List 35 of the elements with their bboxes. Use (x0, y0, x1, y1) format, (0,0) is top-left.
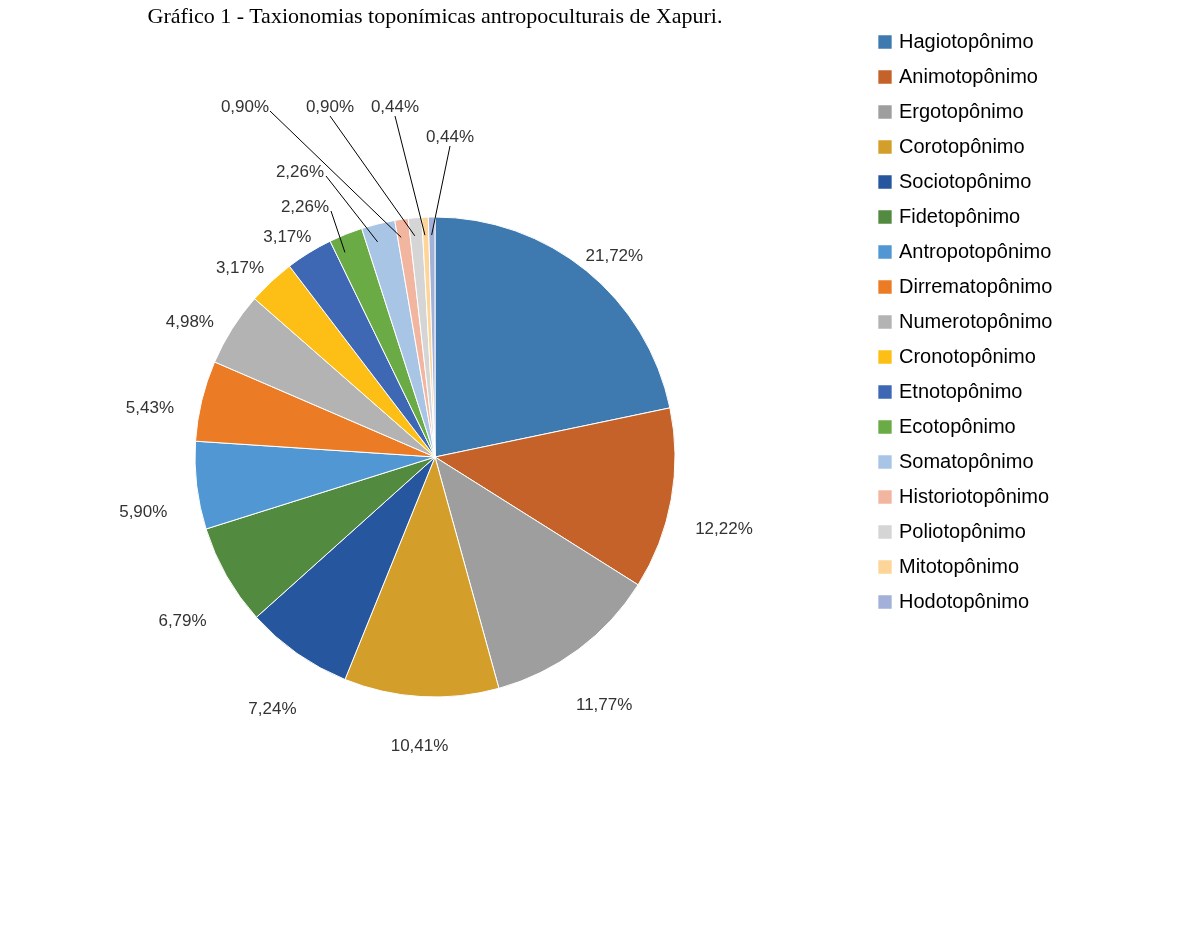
data-label: 3,17% (263, 227, 312, 247)
data-label: 2,26% (275, 162, 325, 181)
legend-label: Historiotopônimo (899, 485, 1050, 507)
data-label: 5,43% (125, 398, 174, 418)
data-label: 10,41% (390, 736, 449, 756)
data-label: 0,44% (370, 97, 420, 116)
chart-title: Gráfico 1 - Taxionomias toponímicas antropoculturais de Xapuri. (147, 3, 723, 28)
legend-label: Corotopônimo (899, 135, 1025, 157)
data-label: 5,90% (119, 501, 168, 521)
legend-label: Animotopônimo (899, 65, 1038, 87)
legend-label: Cronotopônimo (899, 345, 1036, 367)
data-label: 7,24% (248, 698, 297, 718)
legend-label: Dirrematopônimo (899, 275, 1053, 297)
legend-label: Poliotopônimo (899, 520, 1026, 542)
data-label: 6,79% (158, 610, 207, 630)
legend-label: Somatopônimo (899, 450, 1034, 472)
data-label: 3,17% (215, 258, 265, 278)
legend-label: Ergotopônimo (899, 100, 1024, 122)
legend-label: Hagiotopônimo (899, 30, 1034, 52)
data-label: 0,44% (425, 127, 475, 146)
legend-label: Hodotopônimo (899, 590, 1030, 612)
data-label: 0,90% (305, 97, 355, 116)
legend-label: Mitotopônimo (899, 555, 1020, 577)
data-label: 4,98% (165, 312, 214, 332)
legend-label: Sociotopônimo (899, 170, 1032, 192)
data-label: 0,90% (220, 97, 270, 116)
legend-label: Numerotopônimo (899, 310, 1053, 332)
legend-label: Ecotopônimo (899, 415, 1016, 437)
data-label: 2,26% (280, 197, 330, 216)
legend-label: Etnotopônimo (899, 380, 1023, 402)
data-label: 21,72% (585, 246, 644, 266)
data-label: 12,22% (695, 518, 753, 538)
legend-label: Antropotopônimo (899, 240, 1052, 262)
data-label: 11,77% (575, 694, 633, 714)
legend-label: Fidetopônimo (899, 205, 1021, 227)
